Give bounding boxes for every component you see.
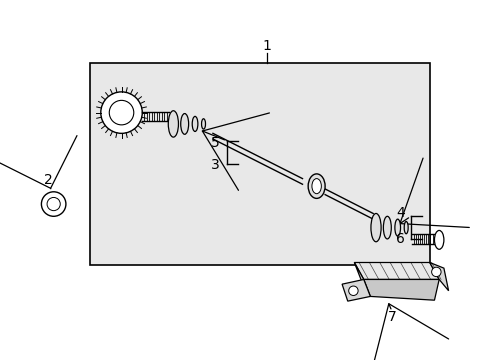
- Ellipse shape: [192, 116, 198, 131]
- Text: 2: 2: [43, 174, 52, 188]
- Polygon shape: [429, 262, 447, 291]
- Circle shape: [431, 267, 440, 276]
- Ellipse shape: [311, 179, 321, 194]
- Polygon shape: [354, 262, 438, 279]
- Ellipse shape: [370, 213, 380, 242]
- Bar: [90, 63, 429, 265]
- Text: 7: 7: [387, 310, 396, 324]
- Circle shape: [47, 197, 60, 211]
- Polygon shape: [363, 279, 438, 300]
- Ellipse shape: [383, 216, 390, 239]
- Ellipse shape: [181, 113, 188, 134]
- Circle shape: [101, 92, 142, 133]
- Circle shape: [348, 286, 357, 296]
- Ellipse shape: [433, 230, 443, 249]
- Ellipse shape: [394, 219, 400, 236]
- Text: 5: 5: [211, 136, 220, 150]
- Circle shape: [41, 192, 66, 216]
- Ellipse shape: [168, 111, 178, 137]
- Text: 4: 4: [395, 207, 404, 220]
- Ellipse shape: [201, 119, 205, 129]
- Polygon shape: [354, 262, 369, 296]
- Ellipse shape: [404, 221, 407, 234]
- Text: 6: 6: [395, 232, 404, 246]
- Ellipse shape: [307, 174, 325, 198]
- Text: 1: 1: [262, 39, 270, 53]
- Polygon shape: [342, 279, 369, 301]
- Circle shape: [109, 100, 134, 125]
- Text: 3: 3: [211, 158, 220, 172]
